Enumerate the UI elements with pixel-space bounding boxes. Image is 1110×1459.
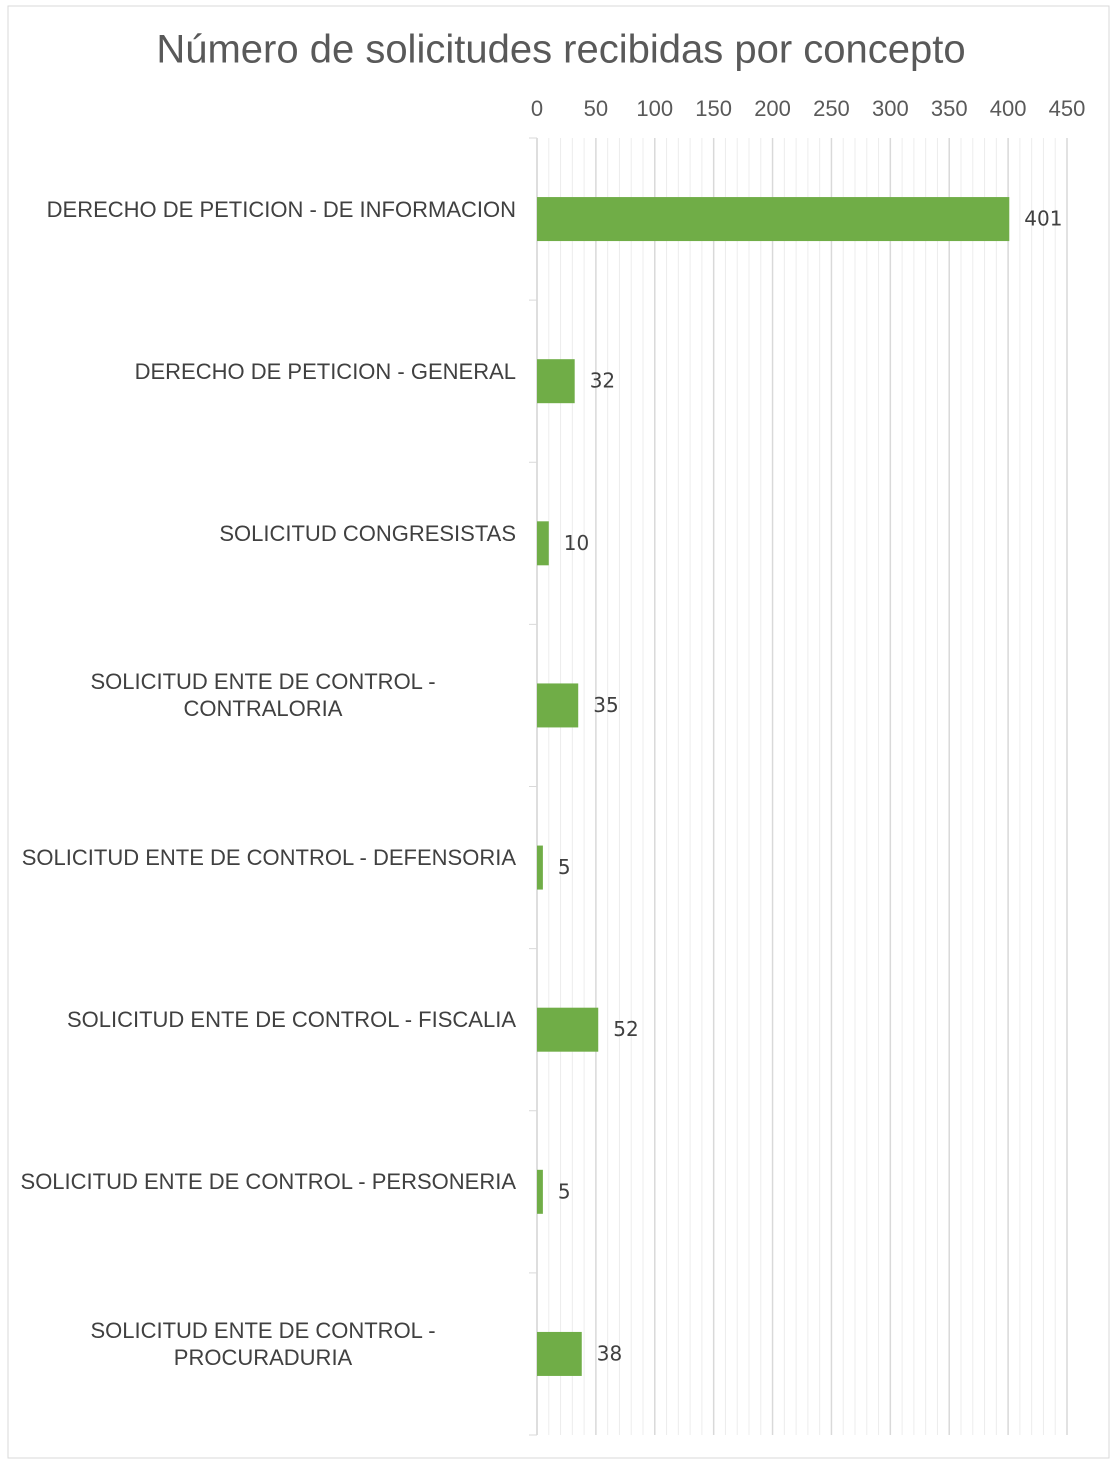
y-tick-label: SOLICITUD ENTE DE CONTROL - FISCALIA [66,1007,516,1033]
category-label-box: SOLICITUD CONGRESISTAS [219,520,516,546]
data-label: 401 [1024,207,1062,231]
bar [537,359,575,404]
bar [537,845,543,890]
x-tick-label: 200 [754,96,791,121]
x-tick-label: 50 [584,96,608,121]
bar [537,521,549,566]
y-tick-label: DERECHO DE PETICION - DE INFORMACION [46,196,516,222]
chart-frame [7,5,1110,1459]
y-tick-label: DERECHO DE PETICION - GENERAL [134,358,516,384]
y-tick-label: SOLICITUD ENTE DE CONTROL - PROCURADURIA [90,1317,436,1370]
category-label-box: SOLICITUD ENTE DE CONTROL - CONTRALORIA [90,669,436,722]
data-label: 5 [558,855,571,879]
data-label: 5 [558,1179,571,1203]
x-tick-label: 250 [813,96,850,121]
x-tick-label: 400 [990,96,1027,121]
y-tick-label: SOLICITUD ENTE DE CONTROL - DEFENSORIA [21,845,516,871]
category-label-box: SOLICITUD ENTE DE CONTROL - FISCALIA [66,1007,516,1033]
chart-title: Número de solicitudes recibidas por conc… [156,28,965,72]
category-label-box: SOLICITUD ENTE DE CONTROL - DEFENSORIA [21,845,516,871]
data-label: 32 [590,369,615,393]
bar [537,197,1010,242]
x-tick-label: 350 [931,96,968,121]
category-label-box: DERECHO DE PETICION - DE INFORMACION [46,196,516,222]
data-label: 35 [593,693,618,717]
bar [537,1331,582,1376]
category-label-box: DERECHO DE PETICION - GENERAL [134,358,516,384]
data-label: 38 [597,1341,622,1365]
bar [537,1007,599,1052]
x-tick-label: 450 [1049,96,1086,121]
y-tick-label: SOLICITUD ENTE DE CONTROL - CONTRALORIA [90,669,436,722]
data-label: 52 [613,1017,638,1041]
bar [537,1169,543,1214]
bar [537,683,579,728]
y-tick-label: SOLICITUD CONGRESISTAS [219,520,516,546]
category-label-box: SOLICITUD ENTE DE CONTROL - PERSONERIA [20,1169,516,1195]
x-tick-label: 300 [872,96,909,121]
y-tick-label: SOLICITUD ENTE DE CONTROL - PERSONERIA [20,1169,516,1195]
x-tick-label: 0 [531,96,543,121]
x-tick-label: 150 [695,96,732,121]
data-label: 10 [564,531,589,555]
x-tick-label: 100 [636,96,673,121]
category-label-box: SOLICITUD ENTE DE CONTROL - PROCURADURIA [90,1317,436,1370]
